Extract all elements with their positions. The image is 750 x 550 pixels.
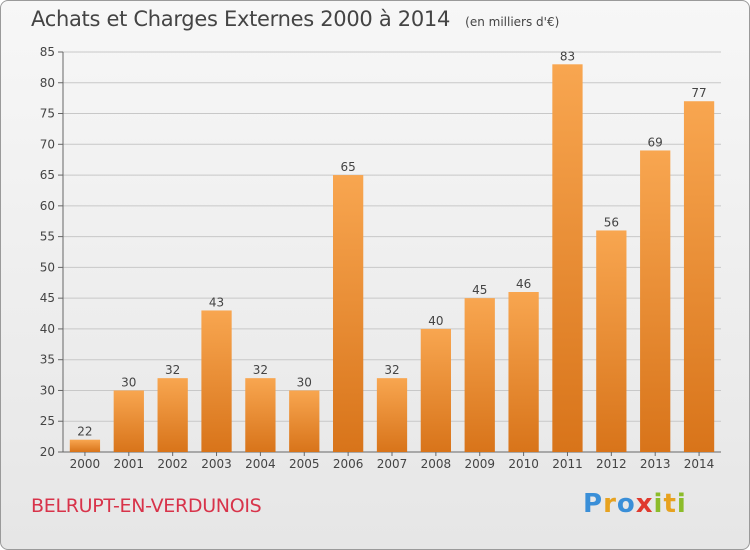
y-tick-label: 30 — [40, 383, 55, 397]
y-tick-label: 20 — [40, 445, 55, 459]
x-tick-label: 2010 — [508, 457, 539, 471]
y-tick-label: 65 — [40, 168, 55, 182]
commune-name: BELRUPT-EN-VERDUNOIS — [31, 495, 262, 517]
y-tick-label: 70 — [40, 137, 55, 151]
bar — [552, 64, 583, 453]
bar-value-label: 30 — [297, 375, 312, 389]
bar — [289, 390, 320, 452]
y-tick-label: 45 — [40, 291, 55, 305]
x-tick-label: 2006 — [333, 457, 364, 471]
bar — [69, 439, 101, 452]
title-row: Achats et Charges Externes 2000 à 2014 (… — [31, 7, 559, 31]
bar-value-label: 32 — [253, 363, 268, 377]
bar-chart: 20 25 30 35 40 45 50 55 60 65 70 75 80 85 22 2000 30 2001… — [40, 45, 721, 471]
y-tick-label: 50 — [40, 260, 55, 274]
y-tick-label: 75 — [40, 107, 55, 121]
bar-value-label: 77 — [691, 86, 706, 100]
bar — [332, 175, 364, 453]
bar — [464, 298, 495, 452]
x-tick-label: 2003 — [201, 457, 232, 471]
x-tick-label: 2002 — [157, 457, 188, 471]
x-tick-label: 2012 — [596, 457, 627, 471]
bar-value-label: 45 — [472, 283, 487, 297]
bar — [420, 328, 452, 452]
x-tick-label: 2005 — [289, 457, 320, 471]
x-tick-label: 2013 — [640, 457, 671, 471]
bar-value-label: 83 — [560, 49, 575, 63]
bar-value-label: 69 — [648, 135, 663, 149]
bar-value-label: 30 — [121, 375, 136, 389]
bar — [113, 390, 144, 452]
bar-value-label: 40 — [428, 314, 443, 328]
y-tick-label: 40 — [40, 322, 55, 336]
bar — [640, 150, 671, 452]
x-tick-label: 2014 — [684, 457, 715, 471]
x-tick-label: 2004 — [245, 457, 276, 471]
bar — [683, 101, 715, 452]
chart-unit-note: (en milliers d'€) — [465, 15, 560, 29]
logo-letter: o — [616, 489, 636, 519]
y-tick-label: 35 — [40, 353, 55, 367]
bar-value-label: 56 — [604, 215, 619, 229]
bar-value-label: 22 — [77, 425, 92, 439]
bar — [508, 292, 539, 452]
logo-letter: i — [676, 489, 687, 519]
y-tick-label: 25 — [40, 414, 55, 428]
logo-letter: r — [603, 489, 617, 519]
y-tick-label: 55 — [40, 230, 55, 244]
y-tick-label: 60 — [40, 199, 55, 213]
x-tick-label: 2000 — [70, 457, 101, 471]
bar — [245, 378, 276, 452]
x-tick-label: 2008 — [421, 457, 452, 471]
bar-value-label: 65 — [340, 160, 355, 174]
bar-value-label: 43 — [209, 295, 224, 309]
x-tick-label: 2001 — [114, 457, 145, 471]
logo-letter: i — [653, 489, 664, 519]
bar-value-label: 32 — [165, 363, 180, 377]
bar — [201, 310, 232, 452]
logo-letter: t — [663, 489, 677, 519]
x-tick-label: 2007 — [377, 457, 408, 471]
x-tick-label: 2009 — [464, 457, 495, 471]
logo-letter: P — [583, 489, 604, 519]
x-tick-label: 2011 — [552, 457, 583, 471]
chart-title: Achats et Charges Externes 2000 à 2014 — [31, 7, 451, 31]
y-tick-label: 85 — [40, 45, 55, 59]
proxiti-logo: Proxiti — [583, 489, 687, 519]
logo-letter: x — [635, 489, 654, 519]
y-tick-label: 80 — [40, 76, 55, 90]
bar-value-label: 32 — [384, 363, 399, 377]
bar — [596, 230, 627, 452]
bar-value-label: 46 — [516, 277, 531, 291]
bar — [376, 378, 408, 452]
bar — [157, 378, 188, 452]
